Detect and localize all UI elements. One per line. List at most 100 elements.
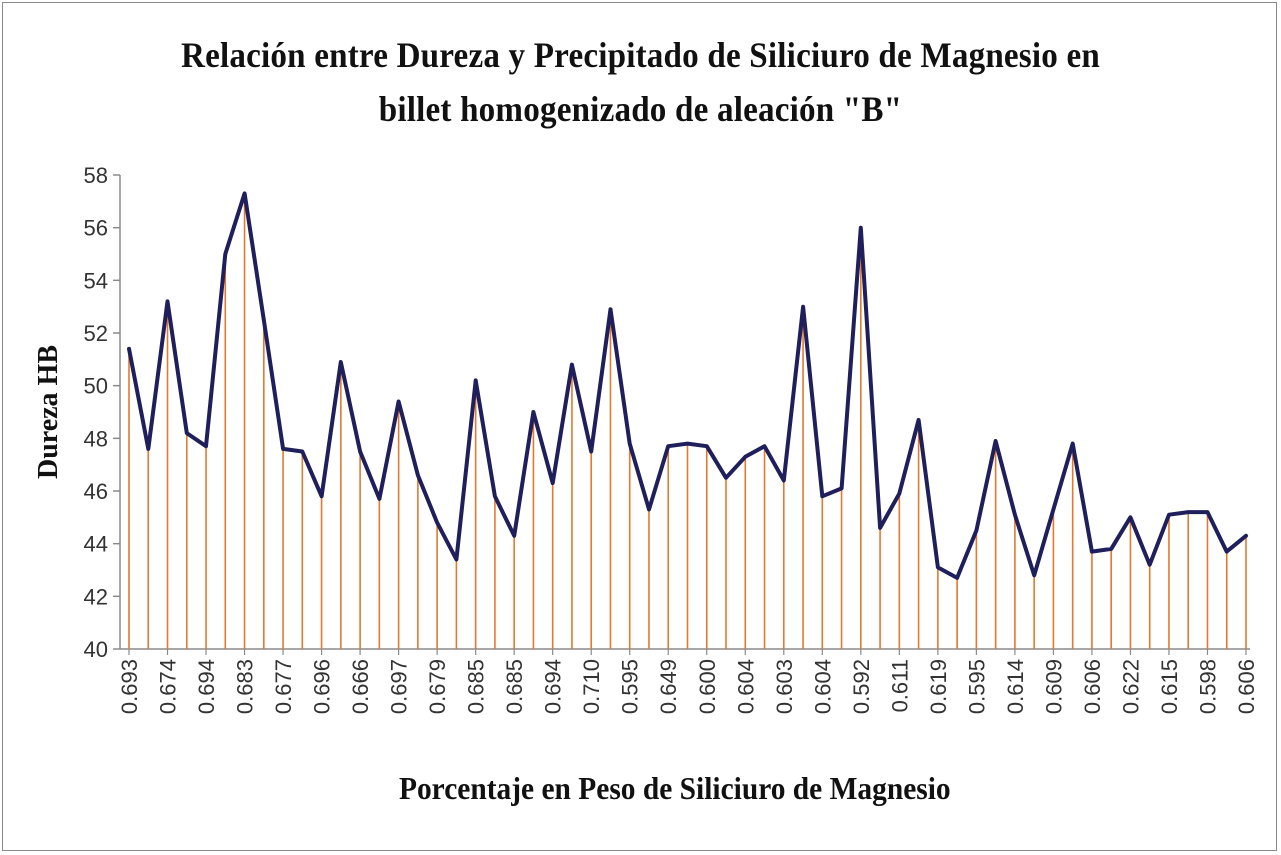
data-point	[570, 363, 574, 367]
x-tick-label: 0.679	[425, 659, 450, 714]
data-point	[647, 507, 651, 511]
x-tick-label: 0.604	[733, 659, 758, 714]
data-point	[705, 444, 709, 448]
x-tick-label: 0.666	[348, 659, 373, 714]
x-tick-label: 0.677	[271, 659, 296, 714]
y-tick-label: 48	[84, 426, 108, 451]
x-tick-label: 0.603	[772, 659, 797, 714]
data-point	[397, 399, 401, 403]
y-tick-label: 44	[84, 532, 108, 557]
data-point	[840, 486, 844, 490]
x-tick-label: 0.674	[156, 659, 181, 714]
x-tick-label: 0.606	[1234, 659, 1259, 714]
data-point	[1090, 550, 1094, 554]
x-tick-label: 0.606	[1080, 659, 1105, 714]
y-tick-label: 40	[84, 637, 108, 662]
data-point	[474, 378, 478, 382]
data-point	[493, 494, 497, 498]
data-point	[936, 565, 940, 569]
x-tick-label: 0.694	[194, 659, 219, 714]
data-point	[454, 557, 458, 561]
y-tick-label: 56	[84, 216, 108, 241]
y-tick-label: 58	[84, 163, 108, 188]
data-point	[974, 529, 978, 532]
data-point	[358, 450, 362, 453]
x-tick-label: 0.685	[502, 659, 527, 714]
data-point	[243, 191, 247, 195]
x-tick-label: 0.595	[964, 659, 989, 714]
y-tick-label: 54	[84, 268, 108, 293]
x-tick-label: 0.604	[810, 659, 835, 714]
data-point	[955, 576, 959, 580]
data-point	[724, 476, 728, 480]
data-point	[435, 521, 439, 525]
data-point	[743, 455, 747, 459]
data-point	[994, 439, 998, 443]
x-tick-label: 0.595	[618, 659, 643, 714]
x-tick-label: 0.619	[926, 659, 951, 714]
data-point	[878, 526, 882, 530]
x-tick-label: 0.694	[541, 659, 566, 714]
data-point	[589, 450, 593, 453]
y-tick-label: 42	[84, 584, 108, 609]
x-tick-label: 0.614	[1003, 659, 1028, 714]
data-point	[204, 444, 208, 448]
data-point	[1109, 547, 1113, 551]
data-point	[300, 450, 304, 453]
x-axis-label: Porcentaje en Peso de Siliciuro de Magne…	[398, 770, 951, 806]
x-tick-label: 0.600	[695, 659, 720, 714]
x-tick-label: 0.696	[310, 659, 335, 714]
data-point	[1128, 515, 1132, 519]
data-point	[1013, 513, 1017, 517]
data-point	[608, 307, 612, 311]
data-point	[339, 360, 343, 364]
x-tick-label: 0.598	[1195, 659, 1220, 714]
data-point	[1225, 550, 1229, 554]
data-point	[281, 447, 285, 451]
x-tick-label: 0.693	[117, 659, 142, 714]
data-point	[320, 494, 324, 498]
x-tick-label: 0.611	[887, 659, 912, 712]
y-tick-label: 52	[84, 321, 108, 346]
data-point	[801, 305, 805, 309]
x-tick-label: 0.697	[387, 659, 412, 714]
x-tick-label: 0.609	[1041, 659, 1066, 714]
data-point	[628, 442, 632, 446]
x-tick-label: 0.685	[464, 659, 489, 714]
data-point	[1148, 563, 1152, 567]
x-tick-label: 0.710	[579, 659, 604, 714]
data-point	[1071, 442, 1075, 446]
data-point	[531, 410, 535, 414]
data-point	[763, 444, 767, 448]
data-point	[127, 347, 131, 351]
data-point	[512, 534, 516, 538]
data-point	[686, 442, 689, 446]
x-tick-label: 0.592	[849, 659, 874, 714]
data-point	[917, 418, 921, 422]
data-point	[820, 494, 824, 498]
data-point	[1205, 510, 1209, 514]
data-point	[782, 478, 786, 482]
chart-title-line2: billet homogenizado de aleación "B"	[378, 89, 903, 129]
data-point	[377, 497, 381, 501]
data-point	[262, 318, 266, 322]
data-point	[1244, 534, 1248, 538]
data-point	[666, 444, 670, 448]
data-point	[223, 252, 227, 256]
x-tick-label: 0.622	[1118, 659, 1143, 714]
y-tick-label: 46	[84, 479, 108, 504]
data-point	[897, 492, 901, 496]
x-tick-label: 0.615	[1157, 659, 1182, 714]
data-point	[146, 447, 150, 451]
data-point	[859, 226, 863, 230]
data-point	[1186, 510, 1190, 514]
data-point	[166, 299, 170, 303]
data-point	[551, 481, 555, 485]
y-tick-label: 50	[84, 374, 108, 399]
chart-title-line1: Relación entre Dureza y Precipitado de S…	[181, 35, 1100, 75]
x-tick-label: 0.683	[233, 659, 258, 714]
x-tick-label: 0.649	[656, 659, 681, 714]
data-point	[1167, 513, 1171, 517]
